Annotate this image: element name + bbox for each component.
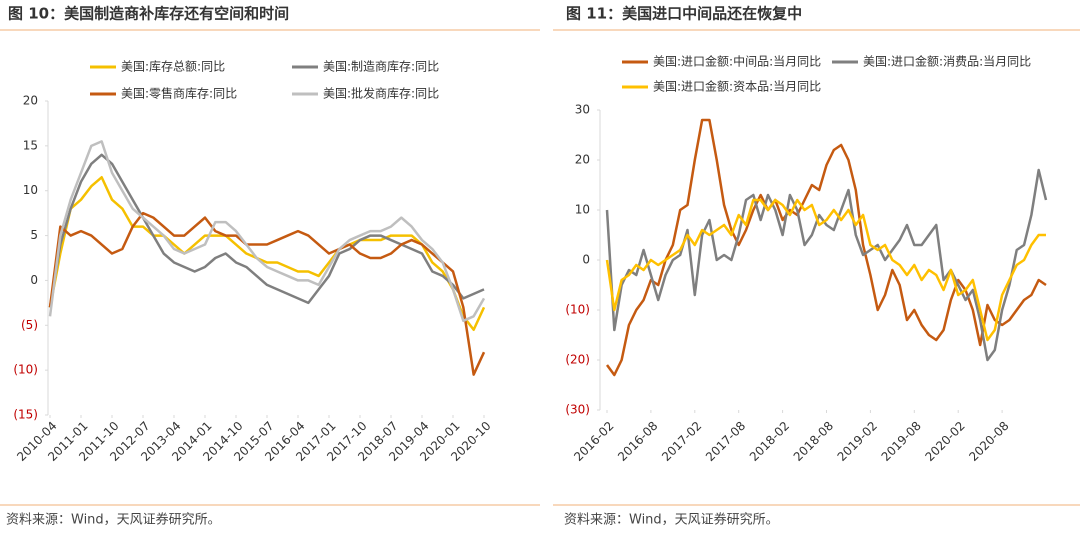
x-tick-label: 2019-08: [879, 419, 924, 464]
legend-label: 美国:进口金额:中间品:当月同比: [653, 54, 821, 69]
legend-label: 美国:进口金额:资本品:当月同比: [653, 79, 821, 94]
series-line: [48, 211, 486, 376]
x-tick-label: 2018-08: [791, 419, 836, 464]
x-tick-label: 2016-08: [615, 419, 660, 464]
legend-label: 美国:批发商库存:同比: [323, 86, 439, 101]
series-line: [48, 140, 486, 323]
y-tick-label: (5): [21, 318, 38, 332]
series-line: [605, 118, 1047, 377]
x-tick-label: 2020-02: [922, 419, 967, 464]
y-tick-label: 10: [575, 203, 590, 217]
y-tick-label: 30: [575, 103, 590, 117]
y-tick-label: (10): [565, 303, 590, 317]
legend-label: 美国:零售商库存:同比: [121, 86, 237, 101]
x-tick-label: 2020-08: [966, 419, 1011, 464]
y-tick-label: 15: [23, 138, 38, 152]
chart-title: 图 10：美国制造商补库存还有空间和时间: [8, 5, 289, 23]
legend-label: 美国:制造商库存:同比: [323, 59, 439, 74]
series-line: [48, 153, 485, 308]
chart-title: 图 11：美国进口中间品还在恢复中: [566, 5, 802, 23]
source-note: 资料来源：Wind，天风证券研究所。: [564, 512, 779, 528]
y-tick-label: 5: [30, 228, 38, 242]
y-tick-label: 20: [575, 153, 590, 167]
x-tick-label: 2017-08: [703, 419, 748, 464]
x-tick-label: 2017-02: [659, 419, 704, 464]
y-tick-label: (15): [13, 408, 38, 422]
y-tick-label: (10): [13, 363, 38, 377]
x-tick-label: 2016-02: [571, 419, 616, 464]
x-tick-label: 2019-02: [835, 419, 880, 464]
legend-label: 美国:库存总额:同比: [121, 59, 225, 74]
series-line: [605, 168, 1048, 362]
series-line: [605, 198, 1046, 342]
y-tick-label: 10: [23, 183, 38, 197]
source-note: 资料来源：Wind，天风证券研究所。: [6, 512, 221, 528]
y-tick-label: 20: [23, 94, 38, 108]
x-tick-label: 2018-02: [747, 419, 792, 464]
y-tick-label: 0: [30, 273, 38, 287]
y-tick-label: (20): [565, 353, 590, 367]
series-line: [48, 176, 486, 332]
legend-label: 美国:进口金额:消费品:当月同比: [863, 54, 1031, 69]
y-tick-label: (30): [565, 403, 590, 417]
y-tick-label: 0: [582, 253, 590, 267]
